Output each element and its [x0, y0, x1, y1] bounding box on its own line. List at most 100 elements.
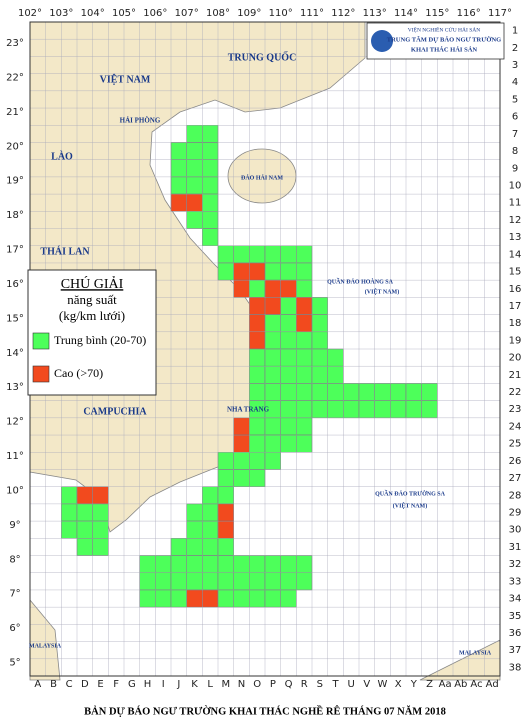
row-label: 5: [512, 94, 518, 105]
latitude-label: 17°: [6, 245, 24, 256]
zone-cell: [249, 348, 266, 367]
latitude-label: 6°: [9, 623, 20, 634]
zone-cell: [233, 555, 250, 573]
latitude-label: 7°: [9, 589, 20, 600]
row-label: 28: [509, 490, 522, 501]
zone-cell: [139, 572, 156, 591]
logo: [371, 30, 393, 52]
place-label: CAMPUCHIA: [83, 406, 147, 417]
header-line: TRUNG TÂM DỰ BÁO NGƯ TRƯỜNG: [387, 35, 501, 43]
zone-cell: [217, 589, 234, 608]
zone-cell: [92, 538, 109, 556]
zone-cell: [264, 383, 281, 401]
zone-cell: [296, 365, 313, 384]
zone-cell: [405, 383, 422, 401]
zone-cell: [170, 142, 187, 160]
row-label: 34: [509, 594, 522, 605]
row-label: 18: [509, 318, 522, 329]
base-map: [29, 21, 501, 681]
column-label: O: [253, 679, 261, 690]
place-label: QUẦN ĐẢO HOÀNG SA: [327, 277, 394, 285]
row-label: 32: [509, 559, 522, 570]
legend-title: CHÚ GIẢI: [61, 275, 124, 292]
place-label: VIỆT NAM: [100, 72, 151, 85]
zone-cell: [202, 555, 219, 573]
zone-cell: [186, 193, 203, 212]
zone-cell: [233, 572, 250, 591]
zone-cell: [280, 262, 297, 281]
zone-cell: [202, 228, 219, 246]
zone-cell: [170, 555, 187, 573]
zone-cell: [280, 245, 297, 264]
longitude-label: 116°: [457, 8, 481, 19]
row-label: 19: [509, 335, 522, 346]
zone-cell: [217, 503, 234, 522]
latitude-label: 21°: [6, 107, 24, 118]
zone-cell: [186, 503, 203, 522]
latitude-label: 13°: [6, 382, 24, 393]
zone-cell: [280, 417, 297, 436]
zone-cell: [280, 348, 297, 367]
latitude-label: 9°: [9, 520, 20, 531]
header-box: VIỆN NGHIÊN CỨU HẢI SẢN TRUNG TÂM DỰ BÁO…: [366, 22, 505, 60]
place-label: MALAYSIA: [29, 643, 62, 649]
zone-cell: [92, 520, 109, 539]
latitude-label: 11°: [6, 451, 24, 462]
longitude-label: 115°: [425, 8, 449, 19]
zone-cell: [264, 417, 281, 436]
zone-cell: [296, 279, 313, 298]
column-label: Y: [410, 679, 418, 690]
zone-cell: [264, 452, 281, 470]
zone-cell: [186, 176, 203, 195]
zone-cell: [217, 262, 234, 281]
longitude-label: 103°: [49, 8, 73, 19]
zone-cell: [296, 434, 313, 453]
zone-cell: [217, 572, 234, 591]
zone-cell: [264, 572, 281, 591]
latitude-label: 5°: [9, 658, 20, 669]
zone-cell: [61, 503, 78, 522]
row-label: 13: [509, 232, 522, 243]
zone-cell: [264, 348, 281, 367]
row-label: 26: [509, 456, 522, 467]
zone-cell: [186, 555, 203, 573]
zone-cell: [233, 245, 250, 264]
latitude-label: 18°: [6, 210, 24, 221]
column-label: R: [301, 679, 308, 690]
longitude-label: 117°: [488, 8, 512, 19]
zone-cell: [76, 520, 93, 539]
row-label: 17: [509, 301, 522, 312]
zone-cell: [249, 245, 266, 264]
latitude-label: 15°: [6, 313, 24, 324]
zone-cell: [280, 331, 297, 350]
row-label: 8: [512, 146, 518, 157]
zone-cell: [249, 297, 266, 315]
zone-cell: [421, 383, 438, 401]
column-label: A: [34, 679, 41, 690]
zone-cell: [186, 520, 203, 539]
zone-cell: [327, 383, 344, 401]
zone-cell: [296, 572, 313, 591]
zone-cell: [170, 538, 187, 556]
zone-cell: [217, 245, 234, 264]
column-label: H: [144, 679, 152, 690]
zone-cell: [264, 262, 281, 281]
zone-cell: [249, 452, 266, 470]
row-label: 16: [509, 284, 522, 295]
zone-cell: [217, 452, 234, 470]
row-label: 1: [512, 26, 518, 37]
zone-cell: [186, 125, 203, 143]
column-label: F: [113, 679, 119, 690]
zone-cell: [155, 555, 172, 573]
zone-cell: [280, 400, 297, 419]
zone-cell: [390, 400, 407, 419]
longitude-label: 114°: [394, 8, 418, 19]
zone-cell: [202, 211, 219, 229]
hainan-island: [227, 148, 297, 204]
zone-cell: [170, 176, 187, 195]
zone-cell: [343, 400, 360, 419]
zone-cell: [217, 520, 234, 539]
place-label: (VIỆT NAM): [365, 287, 399, 295]
place-label: NHA TRANG: [227, 406, 270, 414]
zone-cell: [249, 555, 266, 573]
